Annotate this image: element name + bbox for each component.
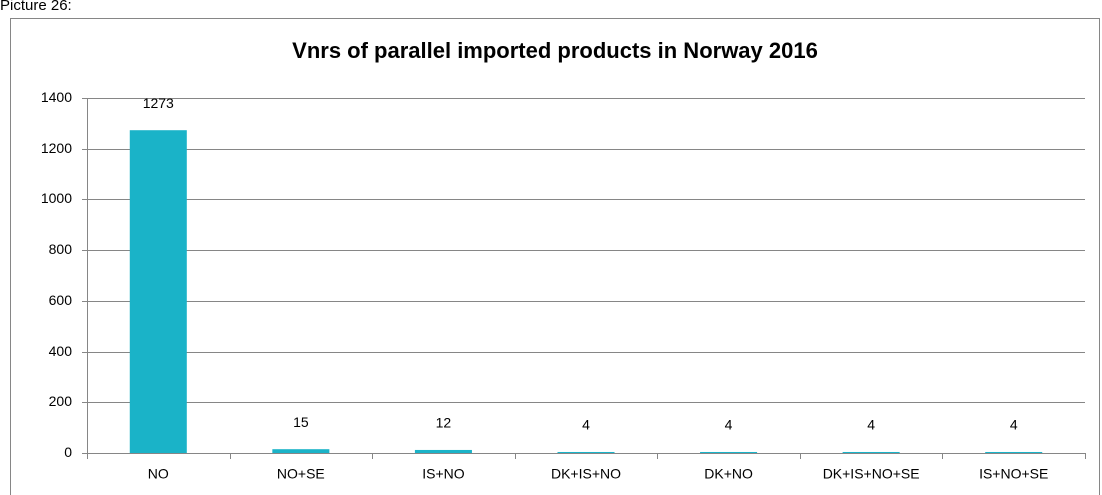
data-label: 4 bbox=[725, 417, 733, 433]
bar bbox=[272, 449, 330, 453]
data-label: 4 bbox=[867, 417, 875, 433]
y-tick-label: 400 bbox=[49, 343, 73, 359]
y-tick-label: 0 bbox=[64, 444, 72, 460]
y-tick-label: 1200 bbox=[41, 140, 72, 156]
x-tick-label: DK+NO bbox=[704, 466, 753, 482]
bar bbox=[414, 449, 472, 453]
y-tick-label: 800 bbox=[49, 241, 73, 257]
bar bbox=[842, 451, 900, 453]
x-tick-label: IS+NO bbox=[422, 466, 465, 482]
x-tick-label: IS+NO+SE bbox=[979, 466, 1048, 482]
chart-border bbox=[10, 18, 1100, 495]
y-tick-label: 200 bbox=[49, 393, 73, 409]
data-label: 4 bbox=[1010, 417, 1018, 433]
chart-title: Vnrs of parallel imported products in No… bbox=[292, 38, 818, 63]
data-label: 1273 bbox=[143, 95, 174, 111]
x-tick-label: NO bbox=[148, 466, 169, 482]
bar bbox=[985, 451, 1043, 453]
data-label: 12 bbox=[436, 415, 452, 431]
y-tick-label: 600 bbox=[49, 292, 73, 308]
data-label: 4 bbox=[582, 417, 590, 433]
y-tick-label: 1000 bbox=[41, 190, 72, 206]
y-tick-label: 1400 bbox=[41, 89, 72, 105]
data-label: 15 bbox=[293, 414, 309, 430]
bar bbox=[129, 130, 187, 454]
bar bbox=[700, 451, 758, 453]
x-tick-label: DK+IS+NO+SE bbox=[823, 466, 920, 482]
x-tick-label: NO+SE bbox=[277, 466, 325, 482]
bar bbox=[557, 451, 615, 453]
caption: Picture 26: bbox=[0, 0, 72, 14]
x-tick-label: DK+IS+NO bbox=[551, 466, 621, 482]
